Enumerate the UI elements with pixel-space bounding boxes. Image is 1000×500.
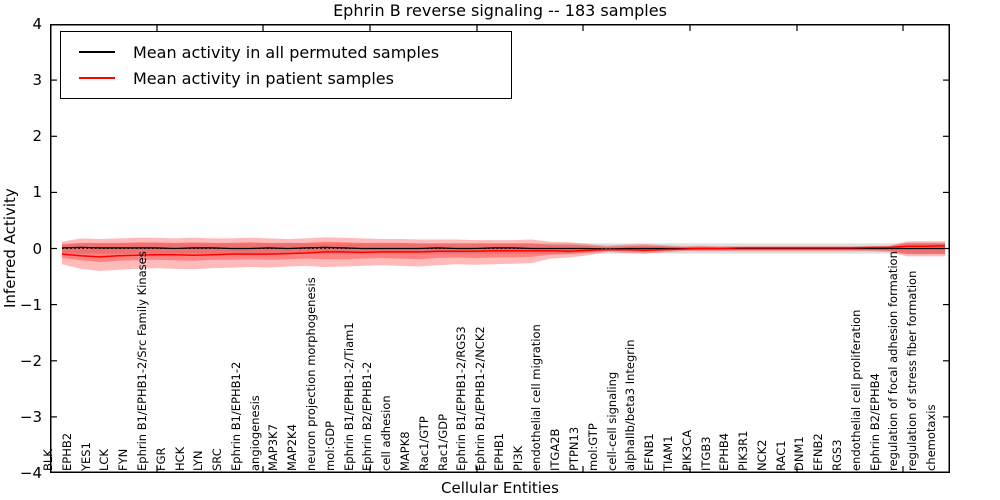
series-line-1 [61,244,946,258]
legend-line-black [79,51,115,53]
y-tick-label: −4 [19,464,42,482]
x-category-label: Rac1/GTP [416,416,431,471]
legend-item-patient: Mean activity in patient samples [73,65,499,91]
x-category-label: TIAM1 [660,435,675,471]
x-category-label: Ephrin B2/EPHB1-2 [360,361,375,471]
band-patient-samples-range-inner [62,241,945,262]
x-category-label: neuron projection morphogenesis [304,277,319,471]
legend-line-red [79,77,115,79]
x-category-label: EPHB1 [491,432,506,471]
x-axis-label: Cellular Entities [441,479,559,497]
y-tick-label: −3 [19,407,42,426]
legend-item-permuted: Mean activity in all permuted samples [73,39,499,65]
x-category-label: alphaIIb/beta3 Integrin [623,339,638,471]
y-tick-label: −2 [19,351,42,370]
legend: Mean activity in all permuted samples Me… [60,31,512,99]
x-category-label: PI3K [510,445,525,471]
y-tick-label: 0 [32,239,42,258]
x-category-label: PTPN13 [567,426,582,471]
x-category-label: FGR [153,447,168,471]
x-category-label: Ephrin B1/EPHB1-2/NCK2 [473,326,488,471]
x-category-label: mol:GDP [322,420,337,471]
x-category-label: PIK3CA [679,429,694,471]
x-category-label: Ephrin B1/EPHB1-2/Src Family Kinases [134,251,149,471]
y-tick-label: −1 [19,295,42,314]
x-category-label: chemotaxis [924,404,938,471]
x-category-label: regulation of focal adhesion formation [886,251,901,471]
chart-title: Ephrin B reverse signaling -- 183 sample… [333,1,667,20]
x-category-label: Rac1/GDP [435,413,450,471]
x-category-label: regulation of stress fiber formation [905,270,920,471]
y-tick-label: 3 [32,71,42,90]
x-category-label: angiogenesis [247,395,262,471]
x-category-label: ITGA2B [548,428,563,471]
x-category-label: DNM1 [792,436,807,471]
x-category-label: RAC1 [773,440,788,471]
x-category-label: LCK [97,449,112,471]
x-category-label: MAPK8 [397,431,412,471]
x-category-label: Ephrin B1/EPHB1-2 [228,361,243,471]
x-category-label: ITGB3 [698,436,713,471]
band-patient-samples-range-outer [62,237,945,271]
legend-label-patient: Mean activity in patient samples [133,68,394,88]
x-category-label: EPHB4 [717,432,732,471]
x-category-label: YES1 [78,442,93,471]
x-category-label: endothelial cell proliferation [848,309,863,471]
x-category-label: MAP3K7 [266,424,281,471]
x-category-label: EFNB1 [642,433,657,471]
y-tick-label: 1 [32,183,42,202]
x-category-label: SRC [210,448,225,471]
x-category-label: endothelial cell migration [529,324,544,471]
plot-area [50,24,950,473]
x-category-label: PIK3R1 [736,430,751,472]
x-category-label: Ephrin B2/EPHB4 [867,373,882,471]
x-category-label: cell-cell signaling [604,371,619,471]
x-category-label: LYN [191,450,206,471]
x-category-label: EPHB2 [59,432,74,471]
x-category-label: FYN [116,448,131,471]
y-tick-label: 2 [32,127,42,146]
x-category-label: MAP2K4 [285,424,300,471]
x-category-label: Ephrin B1/EPHB1-2/RGS3 [454,326,469,471]
x-category-label: mol:GTP [585,423,600,471]
legend-label-permuted: Mean activity in all permuted samples [133,42,440,62]
x-category-label: HCK [172,446,187,471]
y-tick-label: 4 [32,15,42,33]
x-category-label: NCK2 [754,439,769,472]
x-category-label: EFNB2 [811,433,826,471]
x-category-label: Ephrin B1/EPHB1-2/Tiam1 [341,322,356,471]
x-category-label: BLK [41,449,55,471]
x-category-label: cell adhesion [379,395,394,471]
axes-frame [50,24,950,473]
x-category-label: RGS3 [830,439,845,471]
